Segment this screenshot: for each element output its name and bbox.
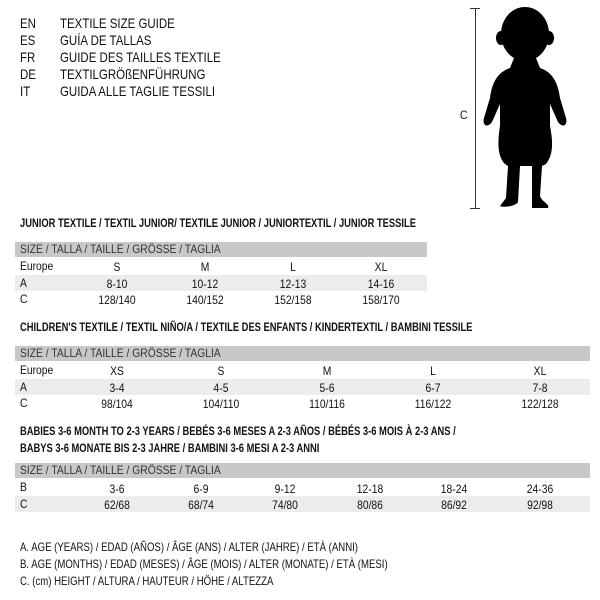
- cell: 9-12: [274, 482, 296, 496]
- measure-label: C: [460, 108, 468, 122]
- row-shade: [15, 496, 590, 512]
- row-label: C: [20, 497, 28, 511]
- row-label: A: [20, 380, 27, 394]
- cell: 158/170: [362, 293, 400, 307]
- cell: 122/128: [521, 397, 559, 411]
- lang-code: EN: [20, 15, 36, 31]
- legend-item: B. AGE (MONTHS) / EDAD (MESES) / ÂGE (MO…: [20, 557, 388, 571]
- cell: 7-8: [532, 381, 548, 395]
- legend-item: A. AGE (YEARS) / EDAD (AÑOS) / ÂGE (ANS)…: [20, 540, 359, 554]
- row-shade: [15, 379, 590, 395]
- cell: S: [217, 364, 225, 378]
- cell: 128/140: [98, 293, 136, 307]
- cell: 86/92: [441, 498, 467, 512]
- height-tick: [470, 208, 480, 209]
- cell: 62/68: [104, 498, 130, 512]
- cell: XL: [374, 260, 388, 274]
- row-label: Europe: [20, 259, 54, 273]
- row-label: C: [20, 292, 28, 306]
- cell: 8-10: [106, 277, 128, 291]
- cell: 140/152: [186, 293, 224, 307]
- cell: 24-36: [526, 482, 554, 496]
- babies-title-line2: BABYS 3-6 MONATE BIS 2-3 JAHRE / BAMBINI…: [20, 441, 320, 455]
- lang-title: GUÍA DE TALLAS: [60, 32, 152, 48]
- lang-code: IT: [20, 83, 31, 99]
- cell: L: [290, 260, 296, 274]
- babies-size-header: SIZE / TALLA / TAILLE / GRÖSSE / TAGLIA: [15, 463, 590, 478]
- cell: 104/110: [202, 397, 240, 411]
- cell: 92/98: [527, 498, 553, 512]
- junior-size-header: SIZE / TALLA / TAILLE / GRÖSSE / TAGLIA: [15, 242, 427, 257]
- cell: 5-6: [319, 381, 335, 395]
- cell: 116/122: [414, 397, 452, 411]
- cell: S: [113, 260, 121, 274]
- height-line: [475, 8, 476, 208]
- lang-title: TEXTILE SIZE GUIDE: [60, 15, 175, 31]
- cell: 12-18: [356, 482, 384, 496]
- cell: 14-16: [367, 277, 395, 291]
- cell: 12-13: [279, 277, 307, 291]
- size-header-label: SIZE / TALLA / TAILLE / GRÖSSE / TAGLIA: [20, 346, 221, 360]
- cell: 18-24: [440, 482, 468, 496]
- cell: 4-5: [213, 381, 229, 395]
- row-label: B: [20, 480, 27, 494]
- cell: L: [430, 364, 436, 378]
- lang-title: GUIDA ALLE TAGLIE TESSILI: [60, 83, 216, 99]
- size-header-label: SIZE / TALLA / TAILLE / GRÖSSE / TAGLIA: [20, 463, 221, 477]
- lang-code: FR: [20, 49, 36, 65]
- cell: XS: [110, 364, 124, 378]
- lang-code: DE: [20, 66, 36, 82]
- junior-title: JUNIOR TEXTILE / TEXTIL JUNIOR/ TEXTILE …: [20, 216, 416, 230]
- cell: 74/80: [272, 498, 298, 512]
- cell: 6-7: [425, 381, 441, 395]
- lang-code: ES: [20, 32, 36, 48]
- cell: 110/116: [309, 397, 345, 411]
- cell: 6-9: [193, 482, 209, 496]
- children-size-header: SIZE / TALLA / TAILLE / GRÖSSE / TAGLIA: [15, 346, 590, 361]
- row-shade: [15, 275, 427, 291]
- children-title: CHILDREN'S TEXTILE / TEXTIL NIÑO/A / TEX…: [20, 320, 473, 334]
- babies-title-line1: BABIES 3-6 MONTH TO 2-3 YEARS / BEBÉS 3-…: [20, 424, 456, 438]
- legend-item: C. (cm) HEIGHT / ALTURA / HAUTEUR / HÖHE…: [20, 574, 274, 588]
- cell: 152/158: [274, 293, 312, 307]
- row-label: C: [20, 396, 28, 410]
- cell: M: [200, 260, 210, 274]
- cell: 80/86: [357, 498, 383, 512]
- child-silhouette-icon: [483, 7, 567, 208]
- lang-title: GUIDE DES TAILLES TEXTILE: [60, 49, 221, 65]
- cell: 10-12: [191, 277, 219, 291]
- height-tick: [470, 8, 480, 9]
- cell: XL: [533, 364, 547, 378]
- size-header-label: SIZE / TALLA / TAILLE / GRÖSSE / TAGLIA: [20, 242, 221, 256]
- lang-title: TEXTILGRÖßENFÜHRUNG: [60, 66, 206, 82]
- cell: M: [322, 364, 332, 378]
- cell: 68/74: [188, 498, 214, 512]
- row-label: Europe: [20, 363, 54, 377]
- cell: 98/104: [101, 397, 133, 411]
- row-label: A: [20, 276, 27, 290]
- cell: 3-4: [109, 381, 125, 395]
- cell: 3-6: [109, 482, 125, 496]
